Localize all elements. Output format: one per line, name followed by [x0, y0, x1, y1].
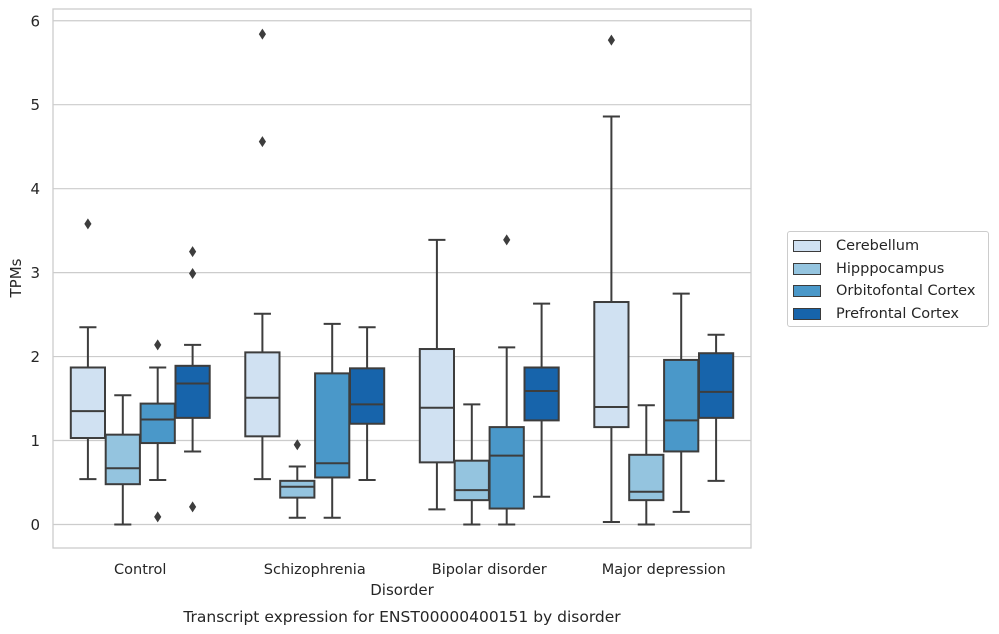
outlier-cerebellum-schizophrenia-1	[258, 28, 266, 40]
outlier-cerebellum-control-0	[84, 218, 92, 230]
y-tick-label-3: 3	[30, 264, 40, 282]
box-orbitofontal-cortex-bipolar-disorder	[488, 234, 525, 526]
box-cerebellum-bipolar-disorder	[418, 238, 456, 511]
box-prefrontal-cortex-control	[174, 246, 211, 513]
legend-label-hippocampus: Hipppocampus	[836, 260, 945, 277]
box-orbitofontal-cortex-schizophrenia	[314, 322, 351, 519]
box-body-cerebellum-major-depression	[593, 301, 630, 429]
box-prefrontal-cortex-bipolar-disorder	[523, 302, 560, 498]
outlier-prefrontal-cortex-control-1	[189, 267, 197, 279]
box-body-prefrontal-cortex-major-depression	[697, 352, 735, 419]
outlier-orbitofontal-cortex-bipolar-disorder-0	[503, 234, 511, 246]
x-tick-label-control: Control	[114, 562, 166, 578]
x-tick-label-major-depression: Major depression	[602, 562, 726, 578]
box-body-cerebellum-schizophrenia	[244, 351, 281, 438]
box-body-cerebellum-bipolar-disorder	[418, 348, 456, 464]
box-body-hipppocampus-bipolar-disorder	[453, 459, 490, 502]
y-tick-label-4: 4	[30, 180, 40, 198]
legend-label-orbitofrontal-cortex: Orbitofontal Cortex	[836, 283, 976, 300]
box-hipppocampus-major-depression	[628, 404, 665, 526]
box-body-cerebellum-control	[69, 366, 107, 440]
legend-label-cerebellum: Cerebellum	[836, 238, 920, 255]
legend-item-hippocampus: Hipppocampus	[793, 258, 988, 281]
legend-swatch-orbitofrontal-cortex	[793, 285, 821, 298]
box-cerebellum-major-depression	[593, 34, 630, 523]
legend-item-cerebellum: Cerebellum	[793, 235, 988, 258]
legend-item-orbitofrontal-cortex: Orbitofontal Cortex	[793, 280, 988, 303]
box-hipppocampus-control	[104, 394, 141, 526]
y-tick-labels: 0 1 2 3 4 5 6	[30, 12, 40, 534]
legend-label-prefrontal-cortex: Prefrontal Cortex	[836, 305, 959, 322]
outlier-cerebellum-major-depression-0	[607, 34, 615, 46]
outlier-orbitofontal-cortex-control-0	[154, 511, 162, 523]
box-body-orbitofontal-cortex-control	[139, 402, 176, 445]
y-tick-label-0: 0	[30, 516, 40, 534]
box-body-hipppocampus-schizophrenia	[279, 479, 316, 499]
box-body-orbitofontal-cortex-schizophrenia	[314, 372, 351, 479]
box-body-orbitofontal-cortex-major-depression	[663, 358, 700, 453]
plot-frame	[52, 8, 752, 549]
outlier-cerebellum-schizophrenia-0	[258, 136, 266, 148]
y-axis-label: TPMs	[7, 258, 25, 298]
x-axis-label: Disorder	[370, 581, 434, 599]
box-orbitofontal-cortex-control	[139, 339, 176, 523]
legend-swatch-cerebellum	[793, 240, 821, 253]
box-orbitofontal-cortex-major-depression	[663, 292, 700, 513]
y-tick-label-2: 2	[30, 348, 40, 366]
legend-swatch-hippocampus	[793, 262, 821, 275]
chart-legend: Cerebellum Hipppocampus Orbitofontal Cor…	[787, 231, 989, 327]
y-tick-label-1: 1	[30, 432, 40, 450]
box-body-orbitofontal-cortex-bipolar-disorder	[488, 426, 525, 510]
box-hipppocampus-schizophrenia	[279, 439, 316, 519]
x-tick-label-schizophrenia: Schizophrenia	[264, 562, 366, 578]
box-cerebellum-control	[69, 218, 107, 481]
chart-caption: Transcript expression for ENST0000040015…	[182, 608, 621, 626]
outlier-orbitofontal-cortex-control-1	[154, 339, 162, 351]
boxes	[69, 28, 735, 526]
x-tick-labels: Control Schizophrenia Bipolar disorder Majo…	[114, 562, 726, 578]
box-body-prefrontal-cortex-bipolar-disorder	[523, 366, 560, 422]
box-body-hipppocampus-major-depression	[628, 453, 665, 502]
box-body-prefrontal-cortex-schizophrenia	[348, 367, 386, 425]
box-cerebellum-schizophrenia	[244, 28, 281, 481]
box-body-prefrontal-cortex-control	[174, 364, 211, 419]
outlier-prefrontal-cortex-control-2	[189, 246, 197, 258]
legend-item-prefrontal-cortex: Prefrontal Cortex	[793, 303, 988, 326]
y-tick-label-5: 5	[30, 96, 40, 114]
legend-swatch-prefrontal-cortex	[793, 307, 821, 320]
box-prefrontal-cortex-major-depression	[697, 333, 735, 482]
box-prefrontal-cortex-schizophrenia	[348, 326, 386, 481]
x-tick-label-bipolar-disorder: Bipolar disorder	[432, 562, 547, 578]
box-body-hipppocampus-control	[104, 433, 141, 486]
outlier-hipppocampus-schizophrenia-0	[293, 439, 301, 451]
y-tick-label-6: 6	[30, 12, 40, 30]
outlier-prefrontal-cortex-control-0	[189, 501, 197, 513]
